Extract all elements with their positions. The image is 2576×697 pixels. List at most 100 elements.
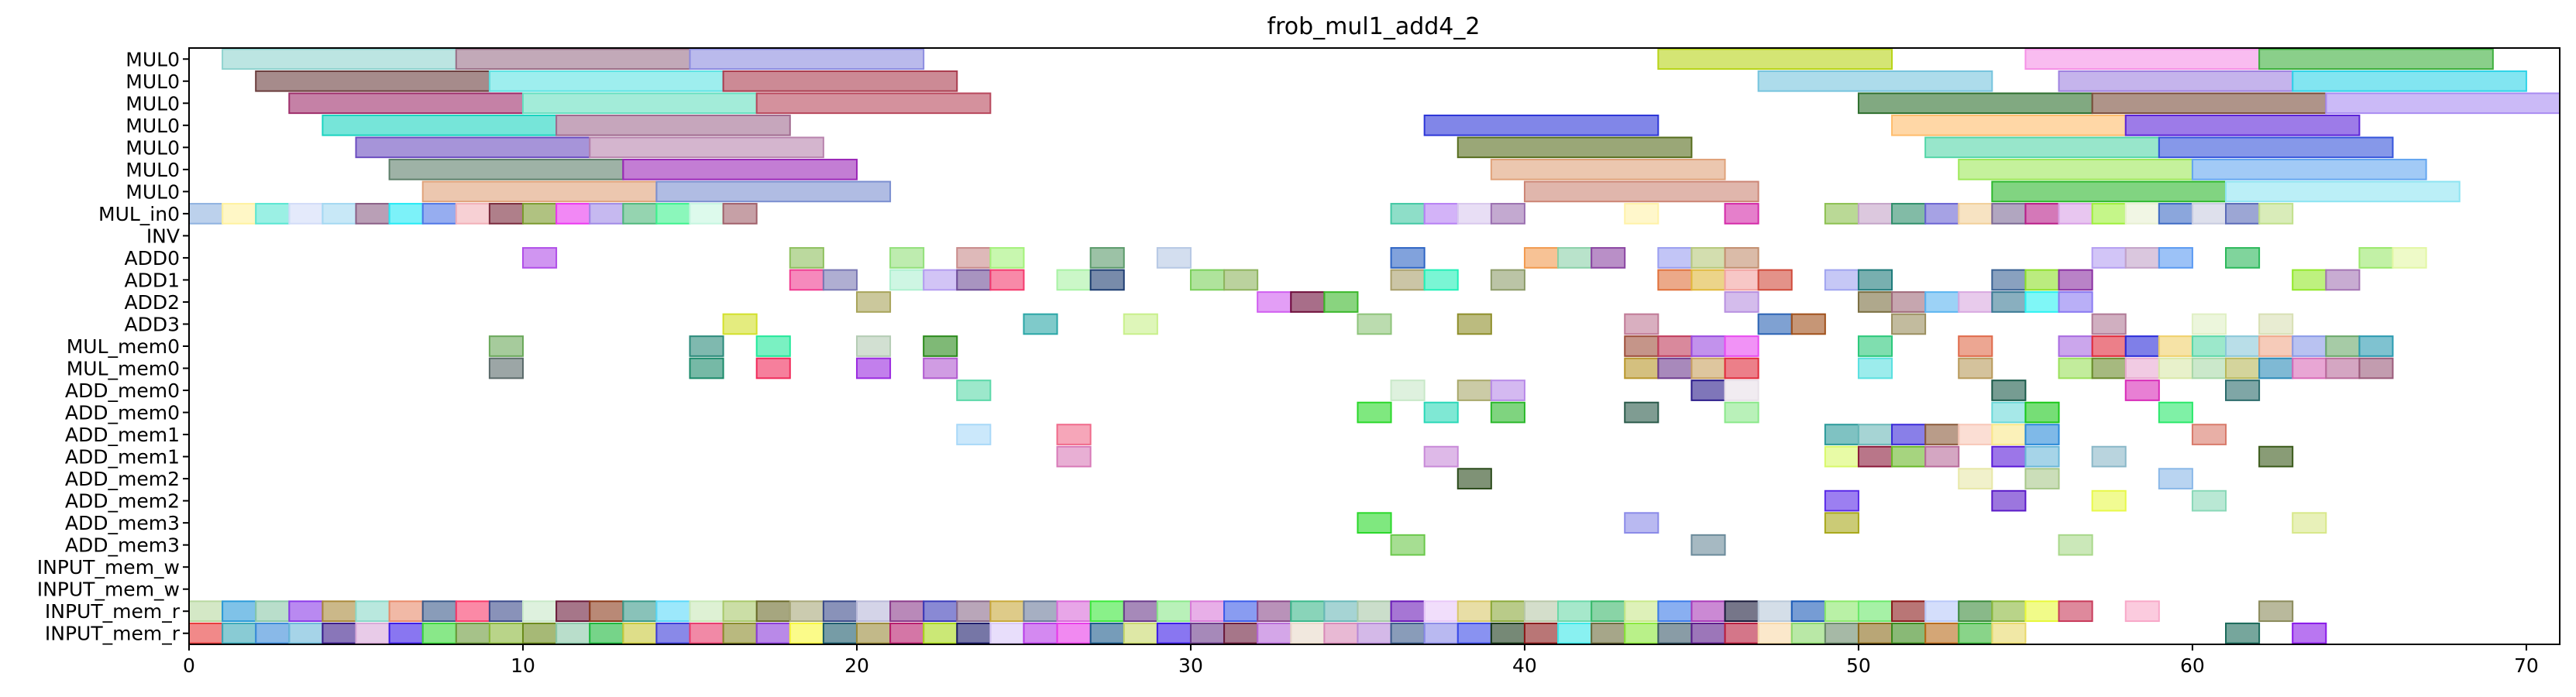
gantt-bar	[1690, 247, 1726, 269]
gantt-bar	[1657, 269, 1693, 291]
x-tick-label: 40	[1512, 654, 1537, 677]
gantt-bar	[822, 269, 858, 291]
gantt-bar	[1891, 114, 2127, 136]
gantt-bar	[1824, 445, 1859, 468]
gantt-bar	[2124, 203, 2160, 225]
gantt-bar	[1624, 512, 1659, 534]
gantt-bar	[388, 600, 424, 623]
gantt-bar	[2292, 512, 2327, 534]
gantt-bar	[1958, 291, 1993, 313]
gantt-bar	[222, 203, 257, 225]
gantt-bar	[222, 600, 257, 623]
gantt-bar	[2091, 247, 2127, 269]
gantt-bar	[622, 159, 858, 180]
gantt-bar	[2024, 424, 2060, 445]
gantt-bar	[1991, 291, 2027, 313]
gantt-bar	[1557, 247, 1593, 269]
gantt-bar	[1423, 445, 1459, 468]
y-tick-label: MUL0	[126, 48, 180, 70]
gantt-bar	[1991, 180, 2227, 203]
gantt-bar	[855, 600, 892, 623]
gantt-bar	[1490, 203, 1525, 225]
gantt-bar	[1189, 622, 1226, 644]
gantt-bar	[589, 203, 624, 225]
gantt-bar	[488, 70, 724, 92]
gantt-bar	[1991, 424, 2027, 445]
gantt-bar	[1958, 600, 1993, 623]
gantt-bar	[2292, 269, 2327, 291]
gantt-bar	[755, 622, 791, 644]
gantt-bar	[956, 247, 992, 269]
gantt-bar	[1357, 622, 1392, 644]
gantt-bar	[2024, 445, 2060, 468]
x-tick-label: 30	[1178, 654, 1203, 677]
gantt-bar	[1423, 401, 1459, 424]
gantt-bar	[689, 48, 925, 70]
gantt-bar	[1323, 291, 1359, 313]
gantt-bar	[822, 600, 858, 623]
y-tick-label: ADD_mem1	[65, 446, 180, 469]
gantt-bar	[1924, 203, 1960, 225]
gantt-bar	[755, 335, 791, 357]
gantt-bar	[1790, 622, 1826, 644]
gantt-bar	[488, 335, 524, 357]
gantt-bar	[2191, 203, 2227, 225]
gantt-bar	[1357, 401, 1392, 424]
gantt-bar	[2358, 247, 2394, 269]
gantt-bar	[1824, 600, 1859, 623]
y-tick-label: MUL0	[126, 92, 180, 115]
y-tick-label: MUL0	[126, 136, 180, 159]
gantt-bar	[1457, 622, 1492, 644]
gantt-bar	[1857, 424, 1893, 445]
gantt-bar	[1690, 534, 1726, 556]
gantt-bar	[1857, 357, 1893, 379]
y-tick-label: INPUT_mem_r	[45, 623, 181, 645]
y-tick-label: INPUT_mem_r	[45, 600, 181, 623]
gantt-bar	[1423, 203, 1459, 225]
gantt-bar	[2191, 489, 2227, 512]
gantt-bar	[956, 379, 992, 401]
gantt-bar	[1958, 468, 1993, 489]
chart-title: frob_mul1_add4_2	[1267, 13, 1481, 40]
gantt-bar	[1089, 600, 1125, 623]
gantt-bar	[1591, 622, 1626, 644]
gantt-bar	[622, 622, 658, 644]
y-tick-label: ADD_mem3	[65, 534, 180, 557]
gantt-bar	[1423, 114, 1659, 136]
gantt-bar	[2058, 600, 2093, 623]
gantt-bar	[1891, 313, 1927, 335]
gantt-bar	[322, 203, 357, 225]
gantt-bar	[2292, 70, 2527, 92]
gantt-bar	[1724, 335, 1759, 357]
gantt-bar	[421, 180, 658, 203]
gantt-bar	[1991, 600, 2027, 623]
gantt-bar	[889, 600, 925, 623]
gantt-bar	[689, 622, 724, 644]
y-tick-label: MUL0	[126, 180, 180, 203]
gantt-bar	[722, 203, 758, 225]
gantt-bar	[1824, 512, 1859, 534]
y-tick-label: INPUT_mem_w	[37, 579, 180, 601]
gantt-bar	[722, 600, 758, 623]
gantt-bar	[622, 203, 658, 225]
gantt-bar	[1724, 291, 1759, 313]
gantt-bar	[2158, 335, 2193, 357]
gantt-bar	[288, 622, 324, 644]
gantt-bar	[1457, 136, 1693, 159]
gantt-bar	[1958, 424, 1993, 445]
gantt-bar	[1991, 203, 2027, 225]
gantt-bar	[1156, 600, 1192, 623]
y-tick-label: ADD_mem2	[65, 490, 180, 513]
gantt-bar	[322, 622, 357, 644]
gantt-bar	[1523, 622, 1560, 644]
gantt-bar	[521, 247, 558, 269]
gantt-bar	[2024, 401, 2060, 424]
gantt-bar	[1257, 600, 1292, 623]
gantt-bar	[1757, 269, 1793, 291]
gantt-bar	[521, 92, 758, 115]
gantt-bar	[2158, 468, 2193, 489]
gantt-bar	[488, 203, 524, 225]
gantt-bar	[2091, 357, 2127, 379]
gantt-bar	[1189, 269, 1226, 291]
